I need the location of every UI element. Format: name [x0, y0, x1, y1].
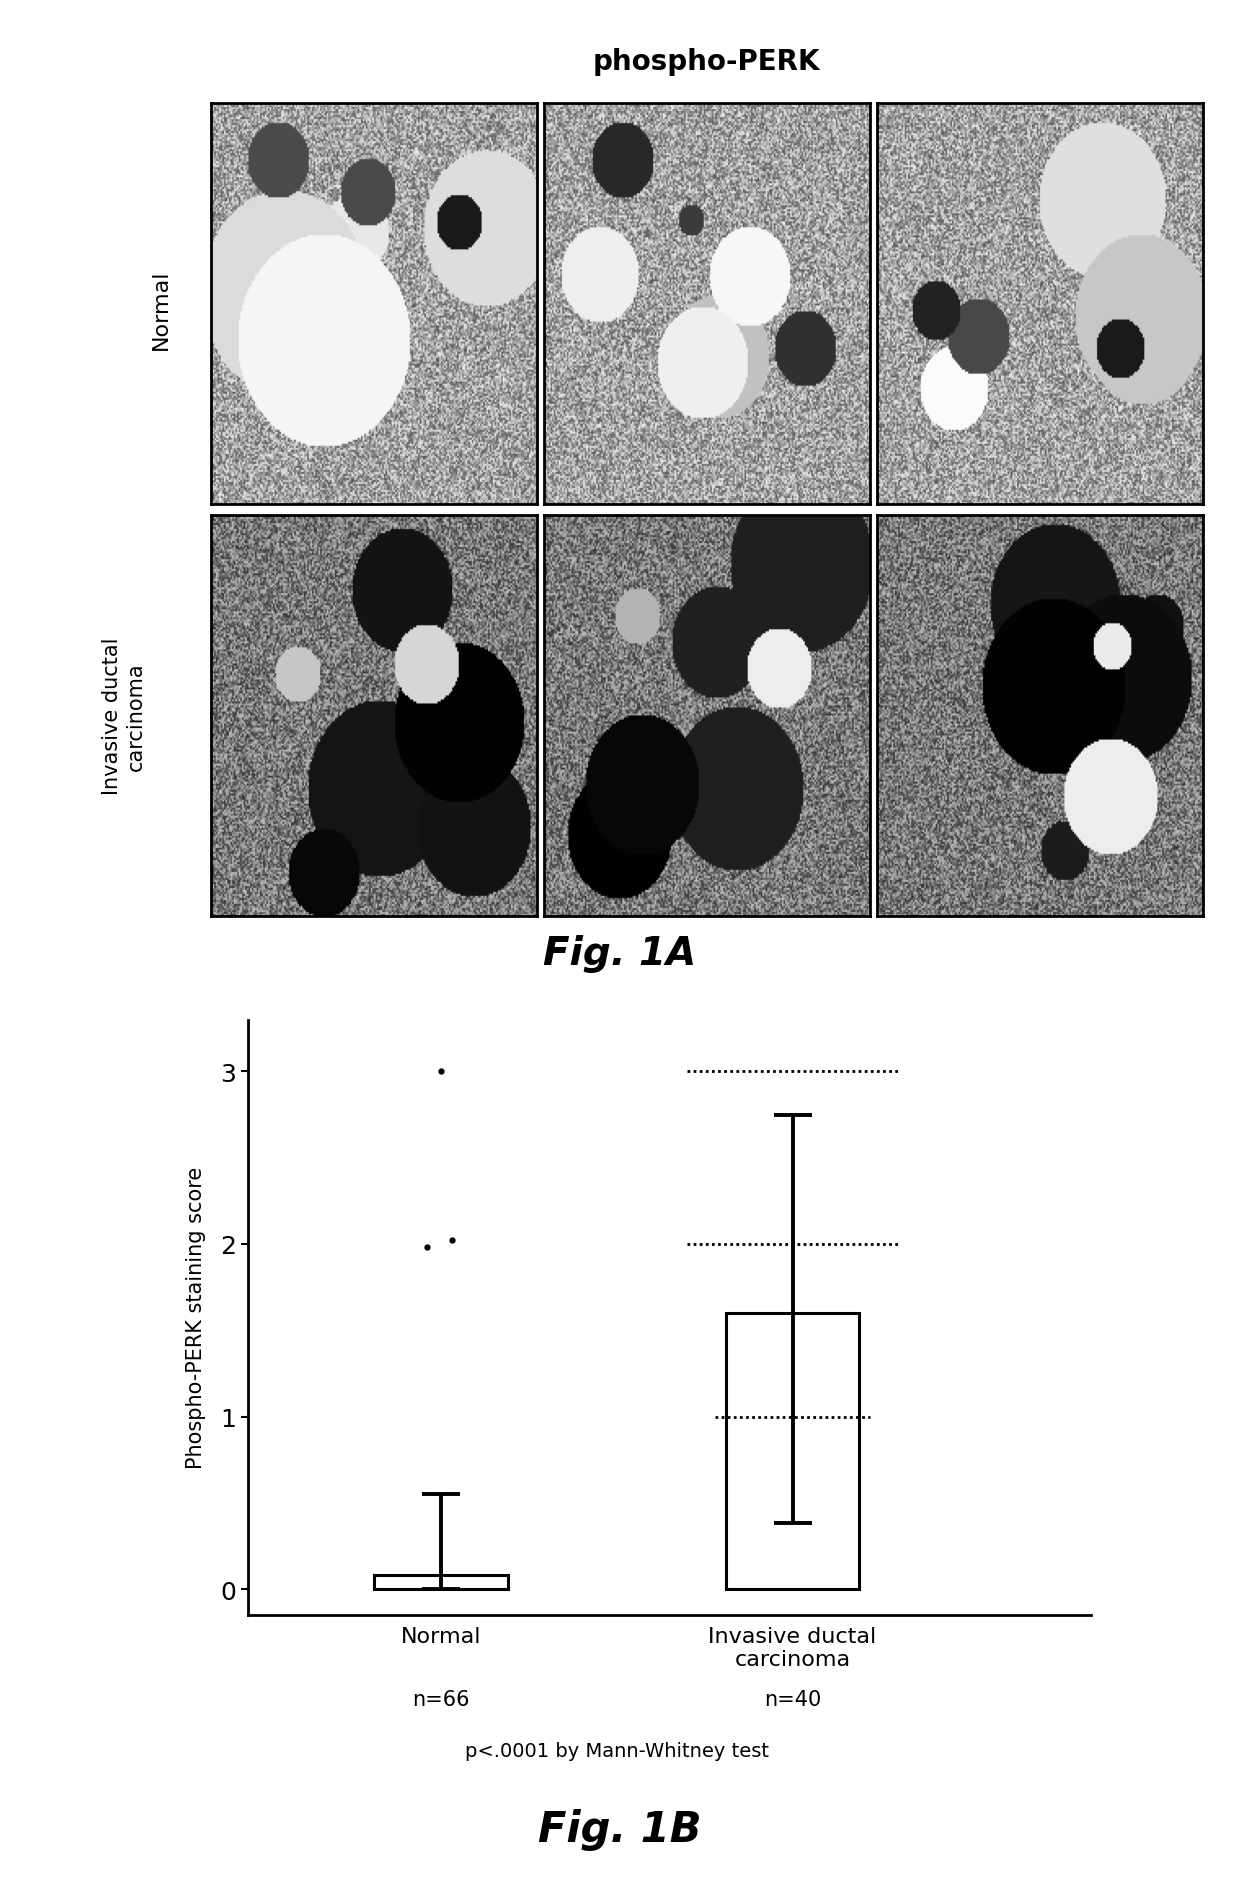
Bar	[374, 1575, 508, 1589]
Text: n=40: n=40	[764, 1689, 821, 1710]
Text: phospho-PERK: phospho-PERK	[593, 47, 821, 76]
Text: n=66: n=66	[413, 1689, 470, 1710]
Text: p<.0001 by Mann-Whitney test: p<.0001 by Mann-Whitney test	[465, 1742, 769, 1761]
Text: Fig. 1A: Fig. 1A	[543, 935, 697, 973]
Bar	[725, 1313, 859, 1589]
Text: Normal: Normal	[151, 270, 171, 349]
Text: Fig. 1B: Fig. 1B	[538, 1808, 702, 1849]
Text: Invasive ductal
carcinoma: Invasive ductal carcinoma	[103, 637, 145, 795]
Y-axis label: Phospho-PERK staining score: Phospho-PERK staining score	[186, 1167, 206, 1468]
